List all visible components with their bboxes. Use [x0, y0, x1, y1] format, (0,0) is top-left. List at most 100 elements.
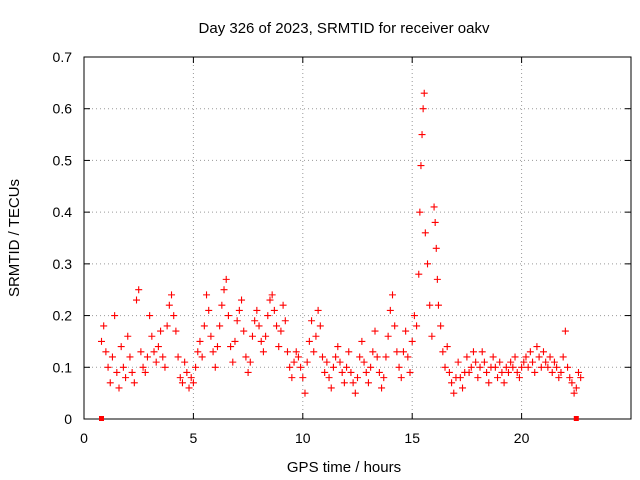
data-point: [524, 363, 532, 371]
data-point: [518, 363, 526, 371]
data-point: [349, 379, 357, 387]
x-axis-label: GPS time / hours: [287, 459, 401, 476]
data-point: [378, 384, 386, 392]
data-point: [224, 312, 232, 320]
data-point: [364, 379, 372, 387]
data-point: [531, 368, 539, 376]
data-point: [351, 389, 359, 397]
data-point: [354, 374, 361, 382]
data-point: [275, 343, 283, 351]
data-point: [143, 353, 151, 361]
data-point: [420, 89, 428, 97]
data-point: [286, 363, 294, 371]
data-point: [526, 348, 534, 356]
data-point: [270, 306, 278, 314]
data-point: [489, 353, 497, 361]
data-point: [393, 348, 401, 356]
data-point: [231, 337, 239, 345]
data-point: [115, 384, 123, 392]
y-tick-label: 0: [64, 411, 72, 427]
data-point: [196, 337, 204, 345]
data-point: [168, 291, 176, 299]
data-point: [218, 301, 226, 309]
y-tick-label: 0.7: [53, 49, 73, 65]
data-point: [491, 363, 499, 371]
data-point: [336, 358, 344, 366]
data-point: [200, 322, 208, 330]
data-point: [117, 343, 125, 351]
y-tick-label: 0.4: [53, 204, 73, 220]
x-tick-label: 10: [295, 430, 311, 446]
data-point: [187, 374, 195, 382]
data-point: [246, 358, 254, 366]
data-point: [432, 244, 440, 252]
data-point: [135, 286, 143, 294]
data-point: [106, 379, 114, 387]
data-point: [108, 353, 116, 361]
data-point: [431, 218, 439, 226]
data-point: [174, 353, 182, 361]
data-point: [472, 358, 480, 366]
data-point: [207, 332, 215, 340]
data-point: [172, 327, 180, 335]
data-point: [572, 384, 580, 392]
data-point: [259, 348, 267, 356]
data-point: [415, 270, 423, 278]
data-point: [362, 368, 370, 376]
data-point: [297, 363, 305, 371]
data-point: [404, 353, 412, 361]
data-point: [316, 322, 324, 330]
y-tick-label: 0.2: [53, 308, 73, 324]
data-point: [564, 363, 572, 371]
data-point: [496, 358, 504, 366]
x-tick-label: 0: [80, 430, 88, 446]
data-point: [122, 374, 130, 382]
data-point: [520, 358, 528, 366]
data-point: [474, 374, 482, 382]
data-point: [327, 384, 335, 392]
data-point: [430, 203, 438, 211]
data-point: [157, 327, 165, 335]
data-point: [371, 327, 379, 335]
data-point: [183, 368, 191, 376]
data-point: [360, 358, 368, 366]
y-tick-label: 0.5: [53, 152, 73, 168]
data-point: [213, 343, 221, 351]
data-point: [343, 363, 351, 371]
data-point: [542, 358, 550, 366]
axis-edge-marker: [573, 416, 579, 421]
data-point: [240, 327, 248, 335]
data-point: [410, 312, 418, 320]
data-point: [170, 312, 178, 320]
data-point: [450, 389, 458, 397]
data-point: [426, 301, 434, 309]
y-tick-label: 0.3: [53, 256, 73, 272]
data-point: [502, 363, 510, 371]
data-point: [456, 374, 464, 382]
y-tick-label: 0.6: [53, 101, 73, 117]
data-point: [553, 363, 561, 371]
data-point: [255, 322, 263, 330]
data-point: [391, 322, 399, 330]
data-point: [537, 363, 545, 371]
data-point: [100, 322, 108, 330]
data-point: [290, 358, 298, 366]
data-point: [273, 322, 281, 330]
data-point: [227, 343, 235, 351]
x-tick-label: 5: [190, 430, 198, 446]
data-point: [299, 374, 307, 382]
data-point: [529, 358, 537, 366]
data-point: [406, 368, 414, 376]
data-point: [347, 368, 355, 376]
data-point: [163, 322, 171, 330]
data-point: [416, 208, 424, 216]
data-point: [329, 363, 337, 371]
data-point: [159, 353, 167, 361]
data-point: [98, 337, 106, 345]
data-point: [150, 348, 158, 356]
x-tick-label: 15: [404, 430, 420, 446]
data-point: [522, 353, 530, 361]
data-point: [277, 327, 285, 335]
data-point: [433, 275, 441, 283]
data-point: [139, 363, 147, 371]
